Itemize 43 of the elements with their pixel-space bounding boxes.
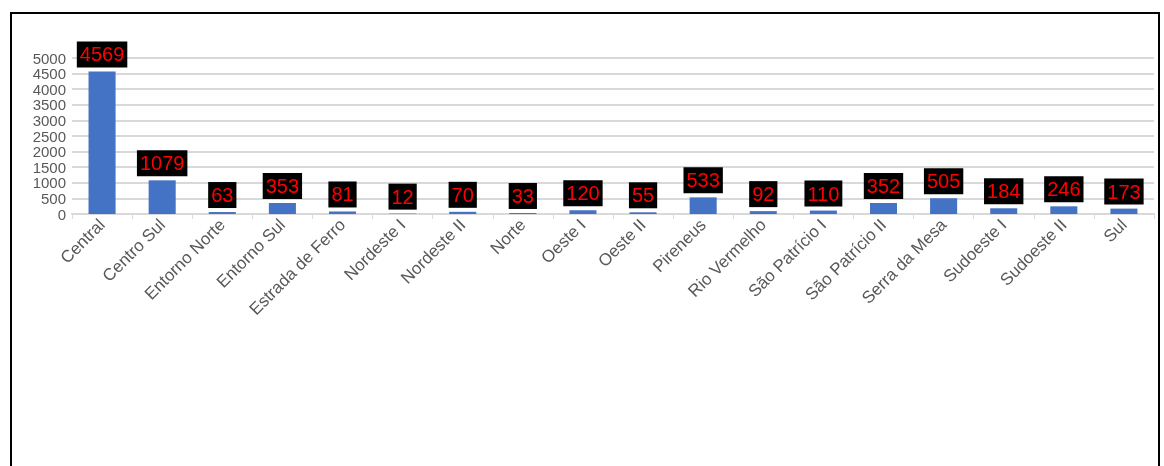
bar: [689, 197, 717, 214]
y-tick-label: 3000: [32, 111, 66, 129]
data-label: 55: [631, 184, 655, 207]
bar: [930, 198, 958, 214]
bar: [1050, 206, 1078, 214]
data-label: 81: [331, 183, 354, 206]
data-label: 33: [511, 184, 534, 207]
y-tick-label: 1500: [32, 158, 66, 176]
data-label: 12: [391, 185, 414, 208]
bar: [749, 211, 777, 214]
bar: [1110, 208, 1138, 214]
data-label: 533: [686, 169, 720, 192]
data-label: 353: [265, 174, 300, 197]
data-label: 184: [987, 180, 1021, 203]
data-label: 173: [1107, 180, 1141, 203]
data-label: 120: [566, 182, 600, 205]
bar: [449, 211, 477, 214]
data-label: 110: [807, 182, 840, 205]
y-tick-label: 2500: [32, 127, 66, 145]
y-tick-label: 2000: [32, 143, 66, 161]
bar: [268, 202, 296, 214]
bar: [88, 71, 116, 214]
y-tick-label: 4000: [32, 80, 66, 98]
x-tick-label: Sul: [1099, 215, 1131, 247]
bar: [569, 210, 597, 214]
y-tick-label: 0: [57, 205, 66, 223]
data-label: 505: [926, 170, 961, 193]
data-label: 352: [866, 175, 901, 198]
y-tick-label: 3500: [32, 96, 66, 114]
data-label: 92: [752, 183, 775, 206]
data-label: 70: [451, 183, 474, 206]
bar: [148, 180, 176, 214]
bar: [328, 211, 357, 214]
bar: [990, 208, 1018, 214]
y-tick-label: 4500: [32, 65, 66, 83]
data-label: 1079: [139, 152, 185, 175]
data-label: 246: [1047, 178, 1081, 201]
y-tick-label: 500: [40, 189, 66, 207]
data-label: 4569: [79, 43, 125, 66]
data-label: 63: [211, 184, 234, 207]
y-tick-label: 1000: [32, 174, 66, 192]
bar: [869, 203, 898, 214]
y-tick-label: 5000: [32, 49, 66, 67]
